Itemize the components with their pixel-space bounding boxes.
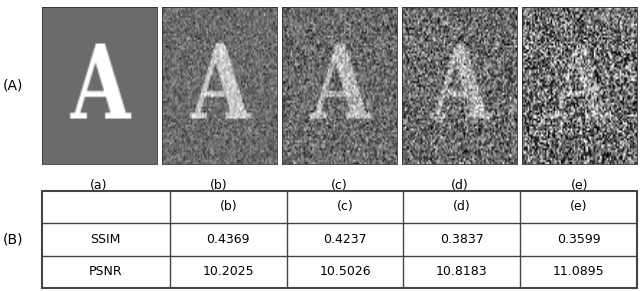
Text: (b): (b): [220, 200, 237, 213]
Text: (e): (e): [571, 179, 588, 192]
Text: 0.4369: 0.4369: [207, 233, 250, 246]
Text: (B): (B): [3, 232, 24, 246]
Text: (e): (e): [570, 200, 588, 213]
Text: 0.3837: 0.3837: [440, 233, 484, 246]
Text: (A): (A): [3, 79, 24, 93]
Text: 0.3599: 0.3599: [557, 233, 600, 246]
Text: 10.2025: 10.2025: [202, 265, 254, 278]
Text: (a): (a): [90, 179, 108, 192]
Text: (c): (c): [337, 200, 353, 213]
Text: PSNR: PSNR: [89, 265, 122, 278]
Text: 0.4237: 0.4237: [323, 233, 367, 246]
Text: (c): (c): [331, 179, 348, 192]
Text: (d): (d): [453, 200, 470, 213]
Text: SSIM: SSIM: [90, 233, 121, 246]
Text: 10.5026: 10.5026: [319, 265, 371, 278]
Text: 10.8183: 10.8183: [436, 265, 488, 278]
Text: (d): (d): [451, 179, 468, 192]
Text: (b): (b): [211, 179, 228, 192]
Text: 11.0895: 11.0895: [553, 265, 604, 278]
